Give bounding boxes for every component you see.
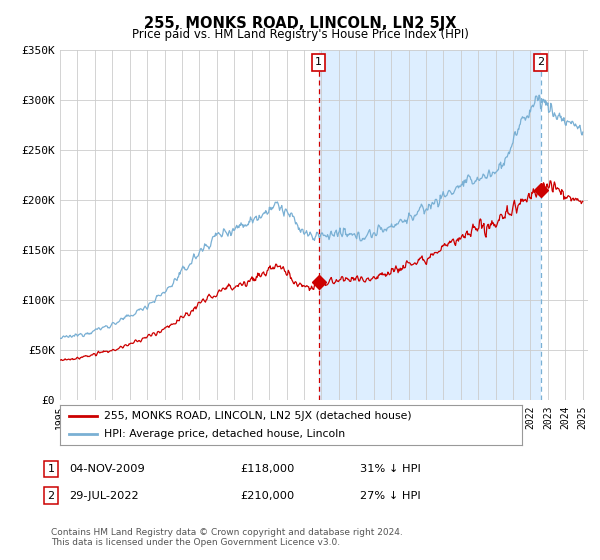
Text: 1: 1	[47, 464, 55, 474]
Text: 1: 1	[315, 58, 322, 67]
Text: 04-NOV-2009: 04-NOV-2009	[69, 464, 145, 474]
Text: £210,000: £210,000	[240, 491, 294, 501]
Text: 27% ↓ HPI: 27% ↓ HPI	[360, 491, 421, 501]
Text: 2: 2	[537, 58, 544, 67]
Text: 31% ↓ HPI: 31% ↓ HPI	[360, 464, 421, 474]
Text: 255, MONKS ROAD, LINCOLN, LN2 5JX: 255, MONKS ROAD, LINCOLN, LN2 5JX	[144, 16, 456, 31]
Text: 255, MONKS ROAD, LINCOLN, LN2 5JX (detached house): 255, MONKS ROAD, LINCOLN, LN2 5JX (detac…	[104, 411, 412, 421]
Text: Contains HM Land Registry data © Crown copyright and database right 2024.
This d: Contains HM Land Registry data © Crown c…	[51, 528, 403, 547]
Text: 2: 2	[47, 491, 55, 501]
Bar	[319, 50, 541, 400]
Text: HPI: Average price, detached house, Lincoln: HPI: Average price, detached house, Linc…	[104, 429, 345, 439]
Text: 29-JUL-2022: 29-JUL-2022	[69, 491, 139, 501]
Text: £118,000: £118,000	[240, 464, 295, 474]
Text: Price paid vs. HM Land Registry's House Price Index (HPI): Price paid vs. HM Land Registry's House …	[131, 28, 469, 41]
